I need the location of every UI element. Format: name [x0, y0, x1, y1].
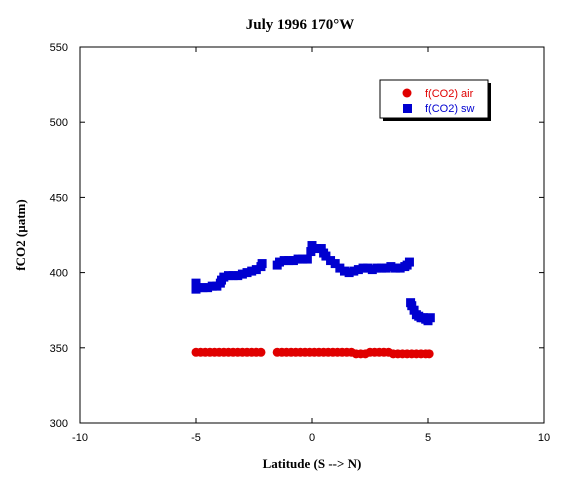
sw-point [275, 257, 285, 267]
sw-point [386, 262, 396, 272]
x-tick-label: 10 [538, 432, 550, 444]
sw-point [307, 241, 317, 251]
sw-point [198, 283, 208, 293]
sw-point [391, 263, 401, 273]
y-tick-label: 550 [50, 42, 68, 54]
sw-point [193, 283, 203, 293]
sw-point [247, 266, 257, 276]
sw-point [306, 247, 316, 257]
legend: f(CO2) air f(CO2) sw [379, 79, 491, 121]
sw-point [330, 259, 340, 269]
sw-point [288, 256, 298, 266]
sw-point [298, 254, 308, 264]
legend-box [379, 79, 489, 119]
legend-sw-label: f(CO2) sw [425, 103, 475, 115]
sw-point [191, 278, 201, 288]
sw-point [358, 263, 368, 273]
sw-point [223, 271, 233, 281]
data-points [191, 241, 435, 359]
legend-sw-marker [403, 104, 412, 113]
sw-point [219, 272, 229, 282]
sw-point [353, 265, 363, 275]
sw-point [326, 256, 336, 266]
sw-point [349, 266, 359, 276]
y-tick-label: 400 [50, 268, 68, 280]
sw-point [344, 268, 354, 278]
sw-point [395, 263, 405, 273]
x-tick-label: 5 [425, 432, 431, 444]
sw-point [203, 283, 213, 293]
y-tick-label: 300 [50, 418, 68, 430]
sw-point [284, 256, 294, 266]
sw-point [302, 254, 312, 264]
x-tick-label: 0 [309, 432, 315, 444]
sw-point [407, 301, 417, 311]
sw-point [409, 305, 419, 315]
sw-point [335, 263, 345, 273]
sw-point [372, 263, 382, 273]
sw-point [404, 257, 414, 267]
sw-point [251, 265, 261, 275]
x-tick-label: -10 [72, 432, 88, 444]
sw-point [377, 263, 387, 273]
x-tick-label: -5 [191, 432, 201, 444]
sw-point [312, 244, 322, 254]
sw-point [293, 254, 303, 264]
sw-point [367, 265, 377, 275]
sw-point [316, 244, 326, 254]
y-axis-label: fCO2 (µatm) [13, 199, 28, 270]
sw-point [228, 271, 238, 281]
legend-air-label: f(CO2) air [425, 88, 474, 100]
sw-point [237, 269, 247, 279]
sw-point [381, 263, 391, 273]
x-axis-label: Latitude (S --> N) [263, 456, 362, 471]
sw-point [339, 266, 349, 276]
air-point [424, 349, 434, 359]
y-tick-label: 450 [50, 192, 68, 204]
sw-point [233, 271, 243, 281]
sw-point [425, 313, 435, 323]
sw-point [363, 263, 373, 273]
y-axis: 300 350 400 450 500 550 [50, 42, 544, 430]
sw-point [207, 281, 217, 291]
air-point [256, 347, 266, 357]
sw-point [242, 268, 252, 278]
chart-title: July 1996 170°W [246, 17, 355, 33]
y-tick-label: 350 [50, 343, 68, 355]
legend-air-marker [402, 88, 412, 98]
sw-point [257, 259, 267, 269]
sw-point [279, 256, 289, 266]
sw-point [321, 251, 331, 261]
y-tick-label: 500 [50, 117, 68, 129]
x-axis: -10 -5 0 5 10 [72, 47, 550, 444]
